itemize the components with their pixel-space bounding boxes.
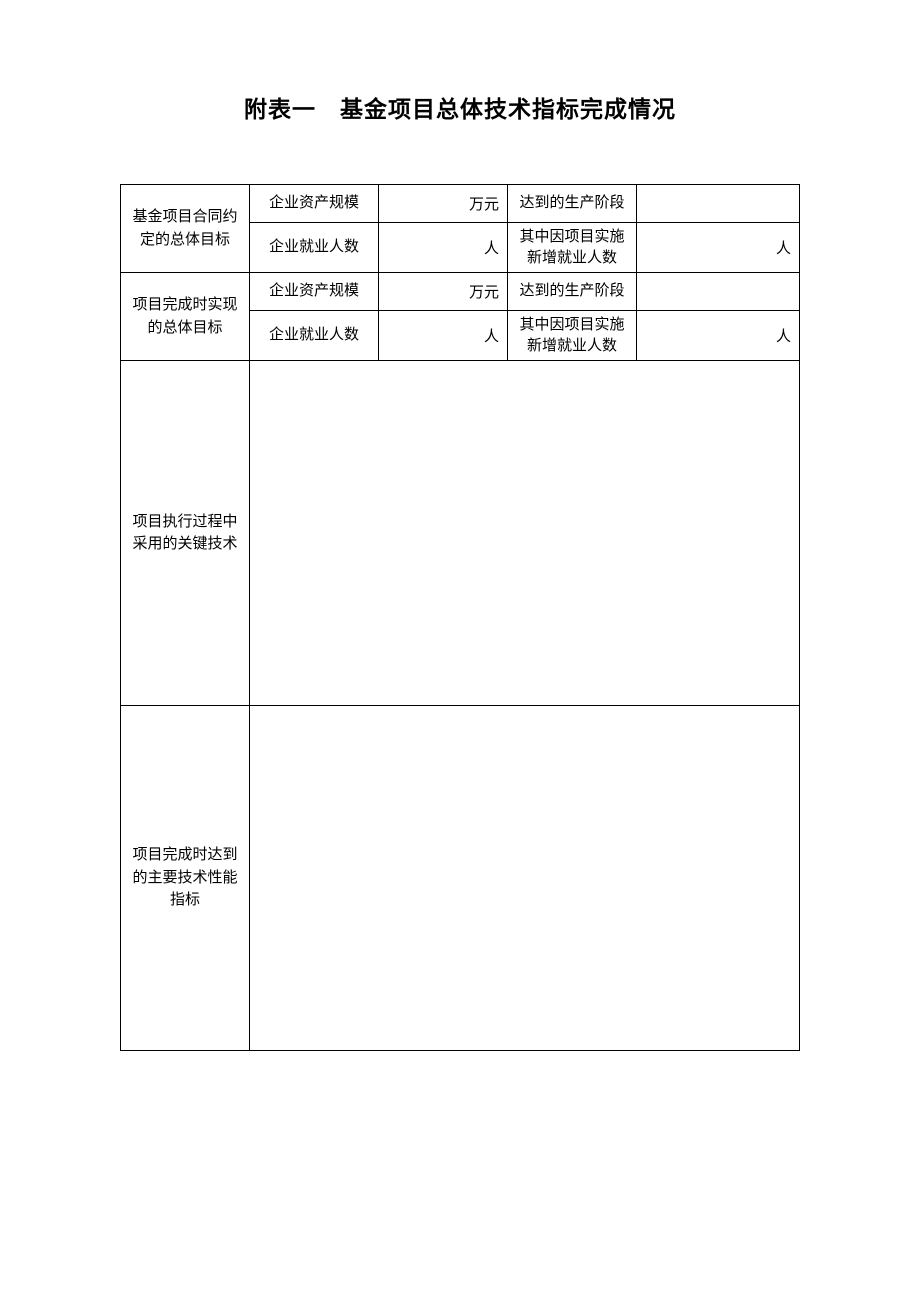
section4-header: 项目完成时达到 的主要技术性能 指标 [121,706,250,1051]
text: 基金项目合同约定的总体目标 [132,209,237,248]
table-row: 基金项目合同约定的总体目标 企业资产规模 万元 达到的生产阶段 [121,185,800,223]
cell-label: 其中因项目实施 新增就业人数 [508,223,637,273]
text: 其中因项目实施 [519,229,624,245]
cell-value [637,185,800,223]
text: 新增就业人数 [527,250,617,266]
section3-content [250,361,800,706]
cell-label: 达到的生产阶段 [508,273,637,311]
cell-unit: 万元 [379,185,508,223]
text: 项目完成时实现的总体目标 [132,297,237,336]
cell-value [637,273,800,311]
text: 的主要技术性能 [132,870,237,886]
text: 项目执行过程中 [132,514,237,530]
cell-label: 企业就业人数 [250,223,379,273]
cell-unit: 万元 [379,273,508,311]
text: 其中因项目实施 [519,317,624,333]
table-row: 项目完成时达到 的主要技术性能 指标 [121,706,800,1051]
section2-header: 项目完成时实现的总体目标 [121,273,250,361]
cell-unit: 人 [379,311,508,361]
section1-header: 基金项目合同约定的总体目标 [121,185,250,273]
text: 指标 [170,892,200,908]
cell-label: 其中因项目实施 新增就业人数 [508,311,637,361]
main-table: 基金项目合同约定的总体目标 企业资产规模 万元 达到的生产阶段 企业就业人数 人… [120,184,800,1051]
cell-unit: 人 [637,223,800,273]
table-row: 项目执行过程中 采用的关键技术 [121,361,800,706]
cell-unit: 人 [379,223,508,273]
cell-label: 企业资产规模 [250,273,379,311]
text: 采用的关键技术 [132,536,237,552]
cell-unit: 人 [637,311,800,361]
table-row: 项目完成时实现的总体目标 企业资产规模 万元 达到的生产阶段 [121,273,800,311]
cell-label: 企业就业人数 [250,311,379,361]
section4-content [250,706,800,1051]
cell-label: 企业资产规模 [250,185,379,223]
text: 项目完成时达到 [132,847,237,863]
text: 新增就业人数 [527,338,617,354]
page-title: 附表一 基金项目总体技术指标完成情况 [120,90,800,124]
section3-header: 项目执行过程中 采用的关键技术 [121,361,250,706]
cell-label: 达到的生产阶段 [508,185,637,223]
